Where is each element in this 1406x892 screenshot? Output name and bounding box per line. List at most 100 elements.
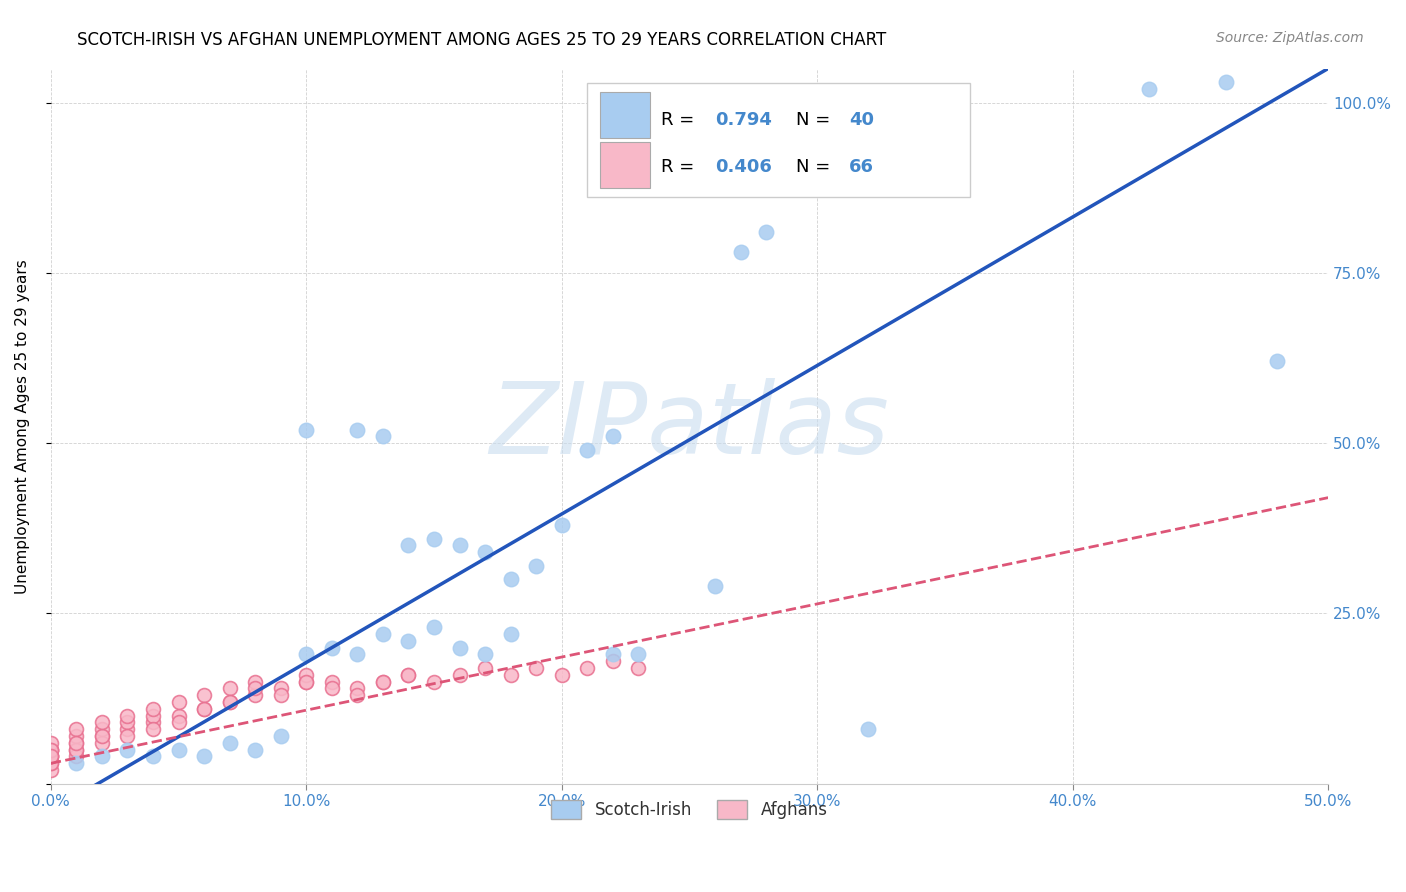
Point — [65, 729, 87, 743]
Point — [321, 674, 343, 689]
Point — [218, 681, 240, 696]
Point — [65, 756, 87, 771]
Point — [142, 708, 165, 723]
Point — [193, 749, 215, 764]
Point — [346, 648, 368, 662]
Point — [499, 573, 522, 587]
Point — [193, 702, 215, 716]
Point — [371, 674, 394, 689]
Point — [551, 517, 574, 532]
Point — [90, 729, 112, 743]
Point — [270, 688, 292, 702]
Point — [39, 763, 62, 777]
Point — [65, 749, 87, 764]
Point — [602, 654, 624, 668]
Text: R =: R = — [661, 158, 700, 176]
Point — [398, 538, 420, 552]
Point — [90, 749, 112, 764]
Point — [90, 736, 112, 750]
Point — [65, 723, 87, 737]
Point — [398, 667, 420, 681]
Point — [142, 723, 165, 737]
Point — [730, 245, 752, 260]
FancyBboxPatch shape — [600, 92, 650, 138]
Point — [167, 715, 190, 730]
Text: 0.794: 0.794 — [716, 111, 772, 129]
Point — [295, 423, 318, 437]
Legend: Scotch-Irish, Afghans: Scotch-Irish, Afghans — [544, 793, 834, 825]
Point — [117, 708, 139, 723]
Point — [39, 742, 62, 756]
Point — [524, 558, 547, 573]
FancyBboxPatch shape — [588, 83, 970, 197]
Point — [1215, 75, 1237, 89]
Text: Source: ZipAtlas.com: Source: ZipAtlas.com — [1216, 31, 1364, 45]
Point — [295, 674, 318, 689]
Point — [1137, 82, 1160, 96]
Point — [499, 627, 522, 641]
Point — [627, 661, 650, 675]
Point — [193, 702, 215, 716]
Point — [39, 749, 62, 764]
Text: SCOTCH-IRISH VS AFGHAN UNEMPLOYMENT AMONG AGES 25 TO 29 YEARS CORRELATION CHART: SCOTCH-IRISH VS AFGHAN UNEMPLOYMENT AMON… — [77, 31, 887, 49]
Point — [142, 702, 165, 716]
Y-axis label: Unemployment Among Ages 25 to 29 years: Unemployment Among Ages 25 to 29 years — [15, 259, 30, 593]
Point — [39, 749, 62, 764]
Point — [704, 579, 727, 593]
Point — [474, 545, 496, 559]
Point — [39, 736, 62, 750]
Point — [218, 736, 240, 750]
Point — [117, 729, 139, 743]
FancyBboxPatch shape — [600, 142, 650, 188]
Text: ZIPatlas: ZIPatlas — [489, 377, 890, 475]
Point — [39, 749, 62, 764]
Point — [602, 429, 624, 443]
Point — [167, 708, 190, 723]
Point — [371, 429, 394, 443]
Point — [576, 442, 599, 457]
Point — [117, 723, 139, 737]
Text: R =: R = — [661, 111, 700, 129]
Point — [39, 756, 62, 771]
Point — [193, 688, 215, 702]
Point — [270, 681, 292, 696]
Text: 0.406: 0.406 — [716, 158, 772, 176]
Text: 66: 66 — [849, 158, 875, 176]
Point — [627, 648, 650, 662]
Point — [371, 627, 394, 641]
Point — [474, 661, 496, 675]
Point — [65, 736, 87, 750]
Point — [346, 681, 368, 696]
Point — [398, 633, 420, 648]
Point — [117, 715, 139, 730]
Point — [371, 674, 394, 689]
Point — [39, 756, 62, 771]
Point — [524, 661, 547, 675]
Point — [65, 742, 87, 756]
Point — [245, 742, 267, 756]
Point — [117, 742, 139, 756]
Point — [90, 729, 112, 743]
Point — [142, 749, 165, 764]
Point — [218, 695, 240, 709]
Point — [270, 729, 292, 743]
Text: 40: 40 — [849, 111, 875, 129]
Point — [551, 667, 574, 681]
Point — [449, 538, 471, 552]
Point — [65, 736, 87, 750]
Point — [423, 620, 446, 634]
Point — [39, 742, 62, 756]
Point — [449, 667, 471, 681]
Point — [858, 723, 880, 737]
Point — [449, 640, 471, 655]
Point — [245, 681, 267, 696]
Point — [167, 742, 190, 756]
Point — [576, 661, 599, 675]
Point — [474, 648, 496, 662]
Point — [295, 648, 318, 662]
Point — [755, 225, 778, 239]
Point — [602, 648, 624, 662]
Text: N =: N = — [796, 111, 835, 129]
Point — [295, 674, 318, 689]
Point — [245, 688, 267, 702]
